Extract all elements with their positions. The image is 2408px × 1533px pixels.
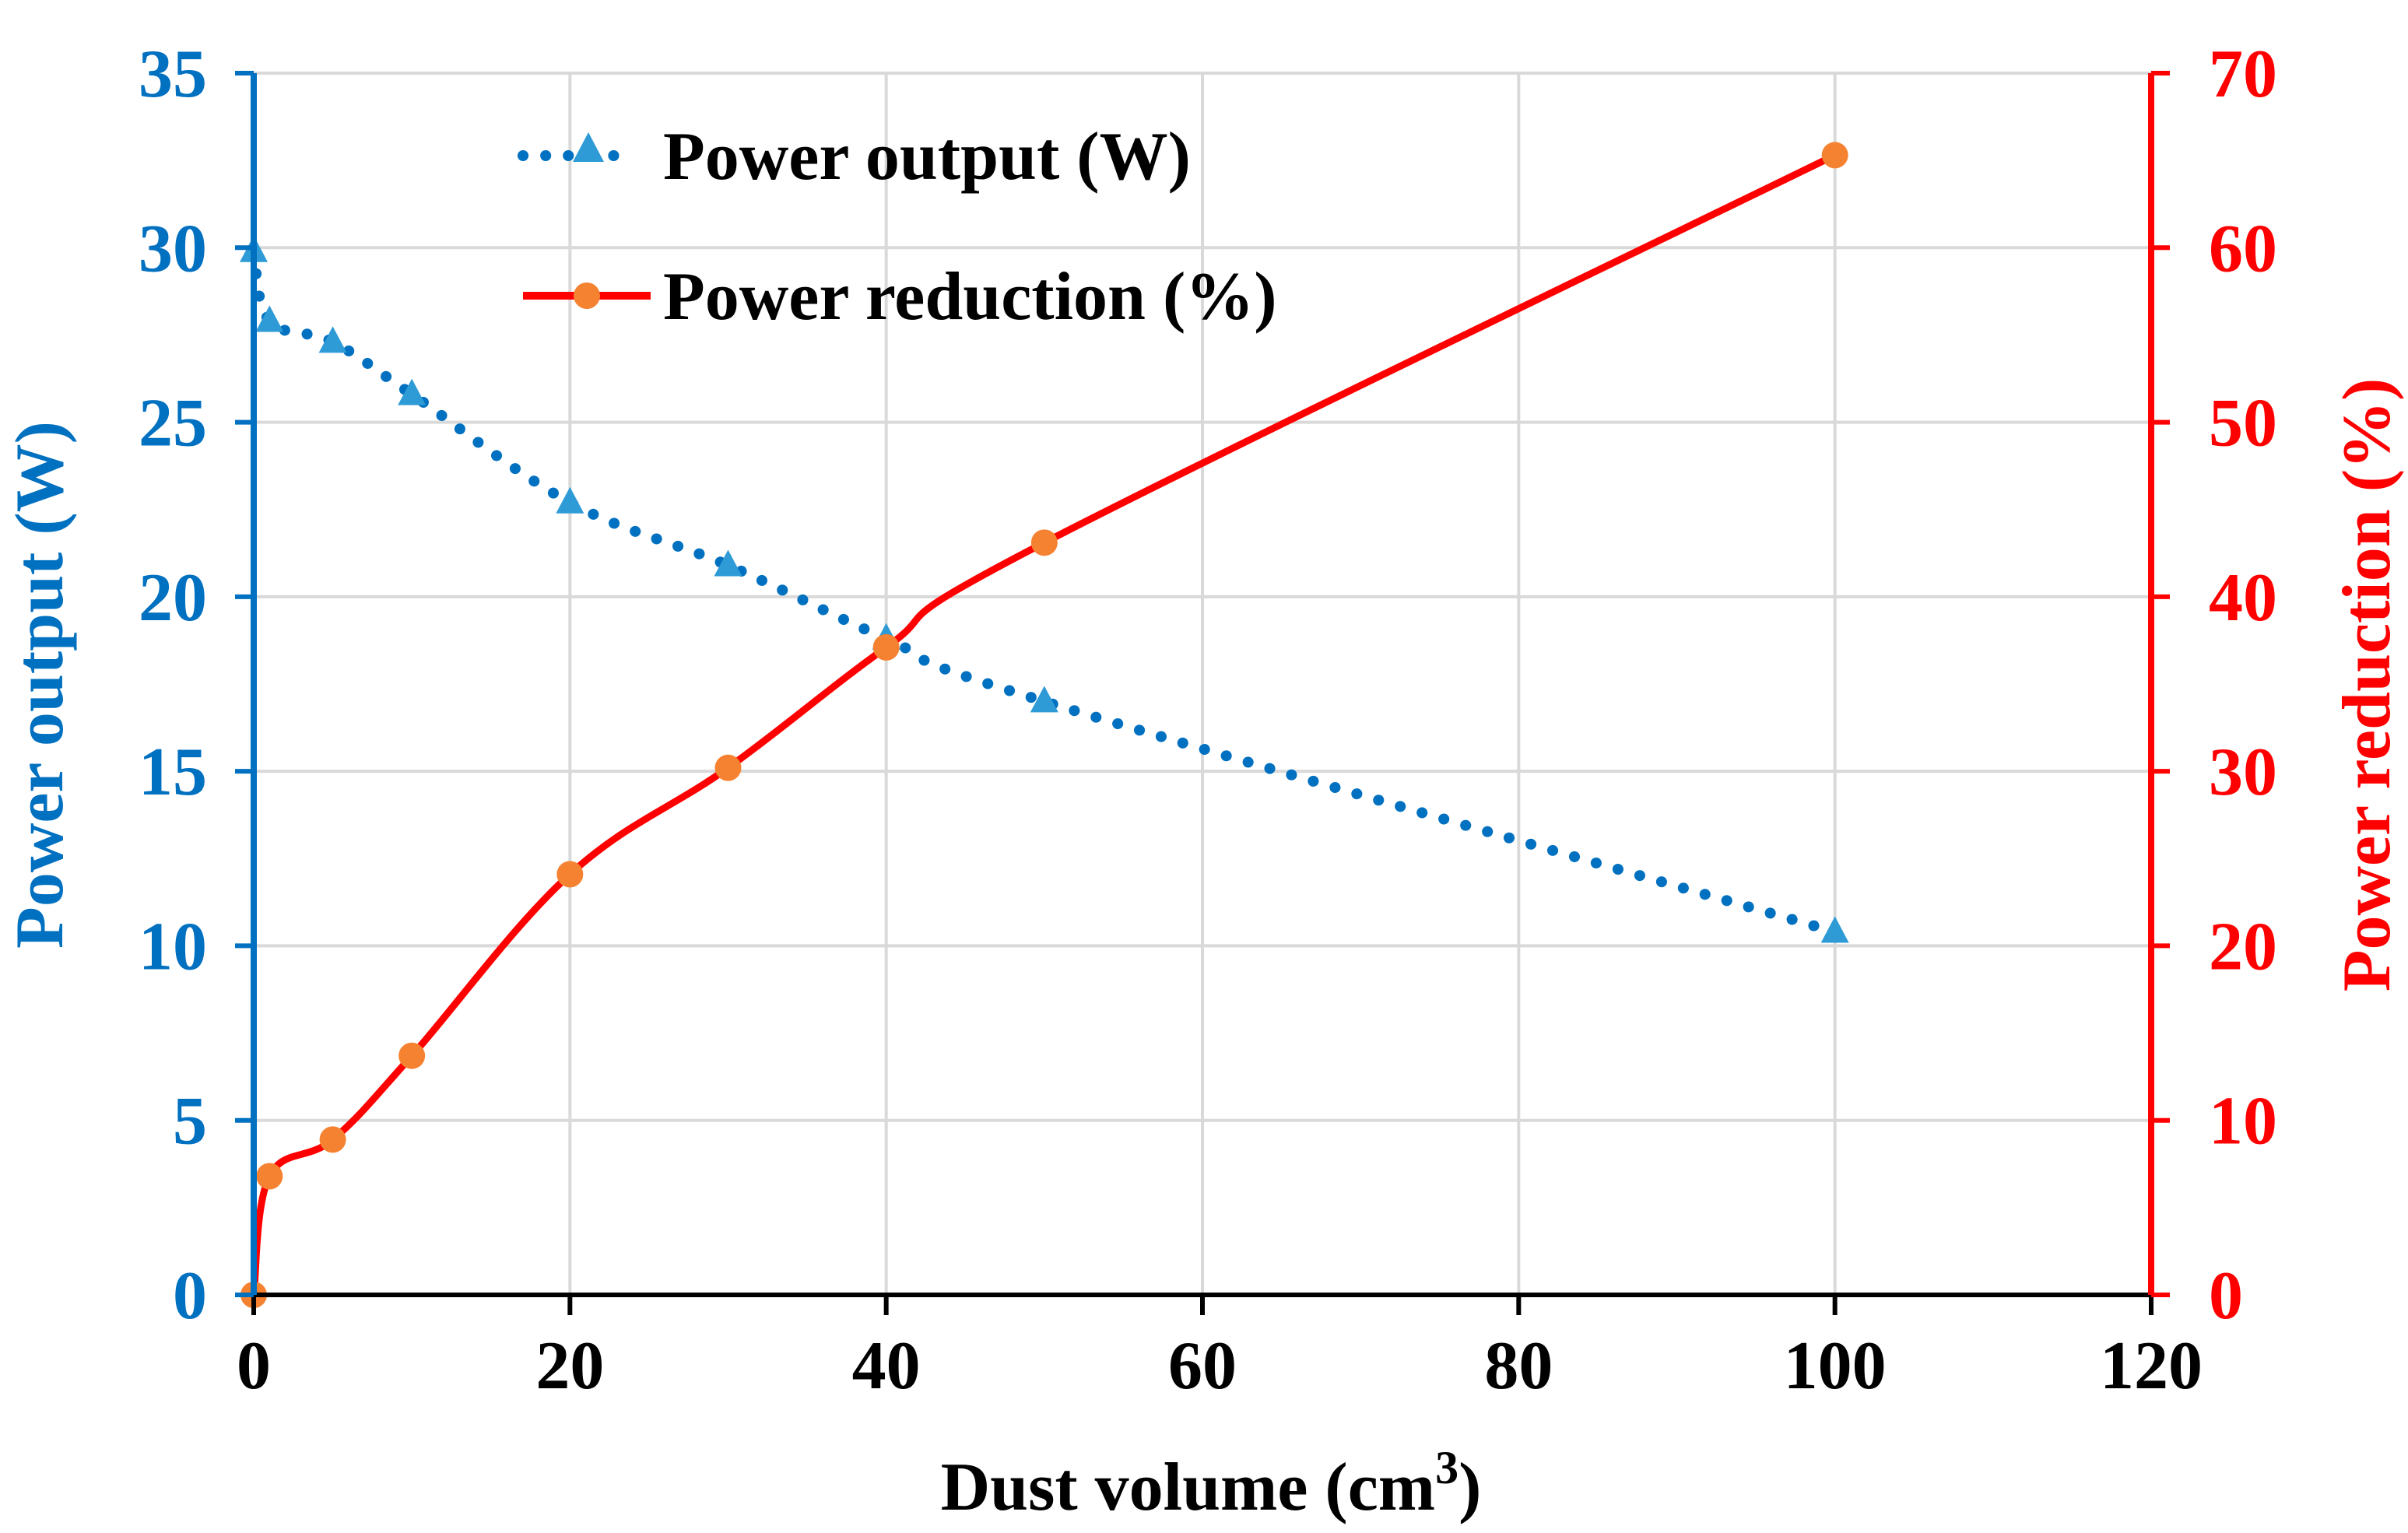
legend: Power output (W) Power reduction (%)	[518, 119, 1277, 335]
left-y-tick-label: 20	[139, 560, 207, 636]
power-reduction-circle-marker	[1030, 529, 1058, 556]
right-y-tick-label: 40	[2209, 560, 2277, 636]
axes	[235, 71, 2170, 1315]
right-y-tick-label: 50	[2209, 386, 2277, 461]
legend-item-power-reduction: Power reduction (%)	[523, 259, 1277, 335]
power-output-triangle-marker	[1030, 686, 1058, 713]
left-y-tick-label: 30	[139, 211, 207, 286]
legend-item-power-output: Power output (W)	[518, 119, 1191, 195]
power-reduction-circle-marker	[1821, 142, 1848, 169]
power-reduction-circle-marker	[319, 1126, 346, 1153]
series-power-output	[240, 235, 1849, 943]
left-y-tick-label: 0	[173, 1258, 207, 1334]
legend-circle-marker	[574, 282, 600, 309]
series-power-reduction	[240, 142, 1848, 1308]
power-output-triangle-marker	[398, 378, 426, 405]
x-tick-label: 0	[237, 1328, 271, 1404]
x-tick-label: 120	[2100, 1328, 2203, 1404]
right-y-tick-label: 30	[2209, 735, 2277, 810]
power-output-triangle-marker	[318, 326, 347, 353]
x-axis-title-text: Dust volume (cm	[941, 1450, 1435, 1525]
power-output-dotted-line	[248, 245, 1841, 938]
right-y-tick-label: 20	[2209, 909, 2277, 984]
power-output-triangle-marker	[255, 305, 284, 332]
power-reduction-circle-marker	[872, 633, 900, 661]
left-y-tick-label: 10	[139, 909, 207, 984]
right-y-axis-title: Power reduction (%)	[2329, 378, 2405, 992]
power-output-triangle-marker	[1820, 916, 1849, 943]
x-tick-label: 80	[1484, 1328, 1553, 1404]
x-tick-label: 100	[1784, 1328, 1887, 1404]
x-axis-title-superscript: 3	[1435, 1442, 1458, 1493]
legend-label-power-output: Power output (W)	[663, 119, 1191, 195]
x-axis-title: Dust volume (cm3)	[941, 1442, 1482, 1525]
power-reduction-circle-marker	[398, 1042, 426, 1069]
x-tick-label: 20	[535, 1328, 604, 1404]
x-axis-title-suffix: )	[1458, 1450, 1481, 1525]
left-y-tick-label: 35	[139, 37, 207, 112]
power-output-triangle-marker	[714, 549, 742, 577]
left-y-axis-title: Power output (W)	[2, 421, 78, 949]
grid-lines	[254, 72, 2153, 1295]
right-y-tick-label: 10	[2209, 1084, 2277, 1159]
x-tick-label: 40	[852, 1328, 921, 1404]
left-y-tick-label: 5	[173, 1084, 207, 1159]
power-reduction-circle-marker	[256, 1163, 283, 1190]
right-y-tick-label: 60	[2209, 211, 2277, 286]
power-reduction-circle-marker	[714, 754, 742, 781]
power-output-triangle-marker	[556, 486, 584, 514]
x-tick-label: 60	[1168, 1328, 1237, 1404]
left-y-tick-label: 25	[139, 386, 207, 461]
legend-triangle-marker	[573, 132, 604, 162]
right-y-tick-label: 70	[2209, 37, 2277, 112]
left-y-tick-label: 15	[139, 735, 207, 810]
tick-labels: 0 20 40 60 80 100 1200510152025303501020304050…	[139, 37, 2277, 1404]
legend-label-power-reduction: Power reduction (%)	[663, 259, 1277, 335]
right-y-tick-label: 0	[2209, 1258, 2243, 1334]
power-reduction-circle-marker	[556, 861, 584, 888]
